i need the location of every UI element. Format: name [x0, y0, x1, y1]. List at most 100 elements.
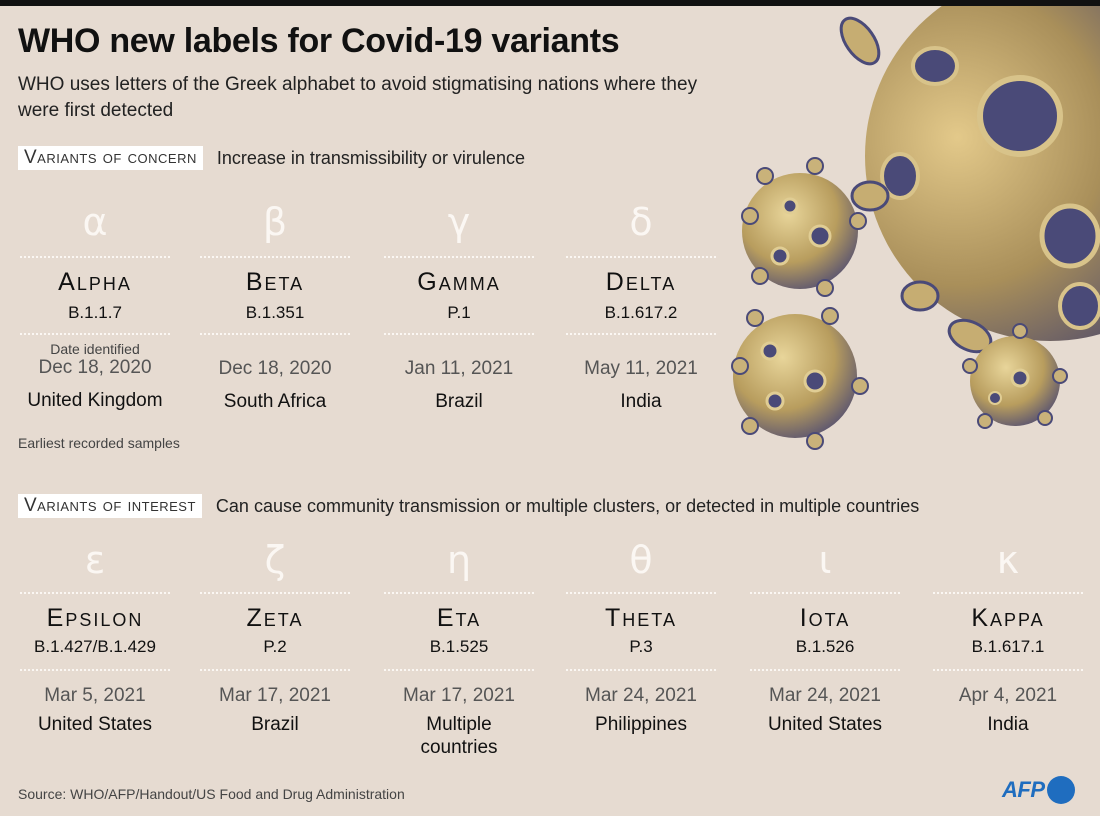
variant-lineage: B.1.427/B.1.429 — [34, 637, 156, 656]
medium-virus-upper — [741, 157, 867, 297]
variant-name: Alpha — [58, 268, 132, 296]
afp-logo: AFP — [1002, 776, 1075, 804]
greek-letter: α — [82, 200, 108, 244]
greek-letter: β — [262, 200, 288, 244]
variant-name: Epsilon — [46, 604, 144, 632]
divider — [20, 333, 170, 335]
source-note: Source: WHO/AFP/Handout/US Food and Drug… — [18, 786, 405, 802]
divider — [200, 256, 350, 258]
variant-card-theta: θ Theta P.3 Mar 24, 2021 Philippines — [562, 538, 720, 736]
divider — [566, 669, 716, 671]
divider — [20, 592, 170, 594]
medium-virus-lower — [731, 307, 869, 450]
variant-country: India — [620, 391, 662, 412]
concern-section-tag: Variants of concern — [18, 146, 203, 170]
date-caption: Date identified — [50, 341, 140, 357]
variant-date: Dec 18, 2020 — [38, 357, 152, 378]
greek-letter: ε — [84, 538, 106, 582]
interest-section-desc: Can cause community transmission or mult… — [215, 495, 920, 516]
country-caption: Earliest recorded samples — [18, 435, 180, 451]
variant-country: Multiple countries — [420, 714, 498, 758]
variant-country: United Kingdom — [27, 390, 163, 411]
variant-lineage: B.1.617.2 — [604, 303, 678, 322]
variant-name: Zeta — [246, 604, 304, 632]
variant-lineage: P.2 — [263, 637, 287, 656]
variant-name: Delta — [605, 268, 677, 296]
greek-letter: δ — [629, 200, 653, 244]
variant-date: Mar 17, 2021 — [219, 685, 331, 706]
variant-country: Brazil — [435, 391, 483, 412]
divider — [933, 669, 1083, 671]
variant-country: United States — [37, 714, 153, 735]
variant-card-gamma: γ Gamma P.1 Jan 11, 2021 Brazil — [380, 200, 538, 413]
divider — [384, 333, 534, 335]
variant-country: India — [987, 714, 1029, 735]
variant-lineage: P.1 — [447, 303, 471, 322]
variant-date: Mar 17, 2021 — [403, 685, 515, 706]
divider — [200, 592, 350, 594]
variant-card-alpha: α Alpha B.1.1.7 Date identified Dec 18, … — [16, 200, 174, 412]
divider — [200, 333, 350, 335]
variant-date: Dec 18, 2020 — [218, 358, 332, 379]
variant-date: Mar 5, 2021 — [44, 685, 146, 706]
variant-name: Gamma — [417, 268, 501, 296]
variant-card-delta: δ Delta B.1.617.2 May 11, 2021 India — [562, 200, 720, 413]
divider — [750, 592, 900, 594]
variant-country: South Africa — [223, 391, 327, 412]
variant-card-eta: η Eta B.1.525 Mar 17, 2021 Multiple coun… — [380, 538, 538, 759]
concern-section-desc: Increase in transmissibility or virulenc… — [216, 147, 525, 168]
variant-name: Beta — [245, 268, 305, 296]
variant-card-beta: β Beta B.1.351 Dec 18, 2020 South Africa — [196, 200, 354, 413]
variant-name: Eta — [436, 604, 482, 632]
variant-country: Philippines — [595, 714, 687, 735]
greek-letter: ζ — [264, 538, 286, 582]
page-subtitle: WHO uses letters of the Greek alphabet t… — [18, 74, 698, 121]
variant-date: Mar 24, 2021 — [585, 685, 697, 706]
afp-logo-text: AFP — [1002, 777, 1045, 802]
divider — [566, 333, 716, 335]
interest-section-header: Variants of interest Can cause community… — [18, 494, 919, 518]
divider — [933, 592, 1083, 594]
variant-date: Jan 11, 2021 — [404, 358, 514, 379]
variant-card-zeta: ζ Zeta P.2 Mar 17, 2021 Brazil — [196, 538, 354, 736]
variant-date: Apr 4, 2021 — [958, 685, 1058, 706]
variant-name: Kappa — [971, 604, 1045, 632]
afp-logo-dot — [1046, 776, 1075, 804]
large-virus — [839, 6, 1100, 354]
variant-country: Brazil — [251, 714, 299, 735]
coronavirus-illustration — [731, 6, 1100, 450]
small-virus — [962, 323, 1068, 429]
greek-letter: γ — [447, 200, 471, 244]
divider — [384, 592, 534, 594]
variant-name: Theta — [605, 604, 677, 632]
top-bar — [0, 0, 1100, 6]
divider — [750, 669, 900, 671]
variant-lineage: P.3 — [629, 637, 653, 656]
variant-lineage: B.1.351 — [245, 303, 305, 322]
divider — [200, 669, 350, 671]
divider — [384, 669, 534, 671]
greek-letter: θ — [629, 538, 653, 582]
divider — [20, 256, 170, 258]
variant-date: May 11, 2021 — [584, 358, 698, 379]
greek-letter: η — [446, 538, 472, 582]
concern-section-header: Variants of concern Increase in transmis… — [18, 146, 525, 170]
variant-lineage: B.1.617.1 — [971, 637, 1045, 656]
variant-card-kappa: κ Kappa B.1.617.1 Apr 4, 2021 India — [929, 538, 1087, 736]
divider — [20, 669, 170, 671]
variant-lineage: B.1.526 — [795, 637, 855, 656]
divider — [384, 256, 534, 258]
variant-lineage: B.1.525 — [429, 637, 489, 656]
variant-card-epsilon: ε Epsilon B.1.427/B.1.429 Mar 5, 2021 Un… — [16, 538, 174, 736]
variant-card-iota: ι Iota B.1.526 Mar 24, 2021 United State… — [746, 538, 904, 736]
greek-letter: ι — [818, 538, 832, 582]
variant-name: Iota — [799, 604, 851, 632]
variant-lineage: B.1.1.7 — [68, 303, 122, 322]
interest-section-tag: Variants of interest — [18, 494, 202, 518]
variant-country: United States — [767, 714, 883, 735]
variant-date: Mar 24, 2021 — [769, 685, 881, 706]
divider — [566, 592, 716, 594]
greek-letter: κ — [996, 538, 1020, 582]
divider — [566, 256, 716, 258]
page-title: WHO new labels for Covid-19 variants — [18, 22, 620, 60]
